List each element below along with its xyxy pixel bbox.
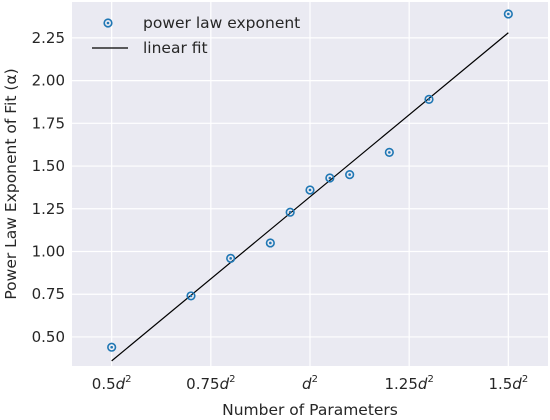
y-axis-label: Power Law Exponent of Fit (α) (2, 68, 20, 299)
data-point (503, 9, 513, 19)
y-tick-label: 1.25 (32, 200, 65, 218)
x-tick-label: 1.5d2 (488, 374, 528, 393)
x-axis-label: Number of Parameters (222, 401, 398, 419)
y-tick-label: 1.00 (32, 243, 65, 261)
linear-fit-line (111, 32, 509, 362)
data-point (305, 185, 315, 195)
y-tick-label: 0.75 (32, 285, 65, 303)
data-point (384, 147, 394, 157)
x-tick-label: d2 (302, 374, 318, 393)
legend-label: linear fit (143, 39, 208, 57)
data-point (285, 207, 295, 217)
data-point (345, 170, 355, 180)
x-tick-label: 0.5d2 (92, 374, 132, 393)
x-tick-label: 1.25d2 (385, 374, 434, 393)
y-tick-label: 1.75 (32, 114, 65, 132)
data-point (226, 253, 236, 263)
data-point (265, 238, 275, 248)
data-point (107, 342, 117, 352)
y-tick-label: 1.50 (32, 157, 65, 175)
x-tick-label: 0.75d2 (186, 374, 235, 393)
data-point (186, 291, 196, 301)
y-tick-label: 2.25 (32, 29, 65, 47)
legend-label: power law exponent (143, 14, 300, 32)
data-point (424, 94, 434, 105)
legend: power law exponent linear fit (92, 14, 300, 57)
data-point (325, 173, 335, 183)
y-tick-label: 2.00 (32, 72, 65, 90)
legend-marker-scatter (103, 18, 113, 28)
plot-area (72, 2, 548, 366)
y-tick-label: 0.50 (32, 328, 65, 346)
